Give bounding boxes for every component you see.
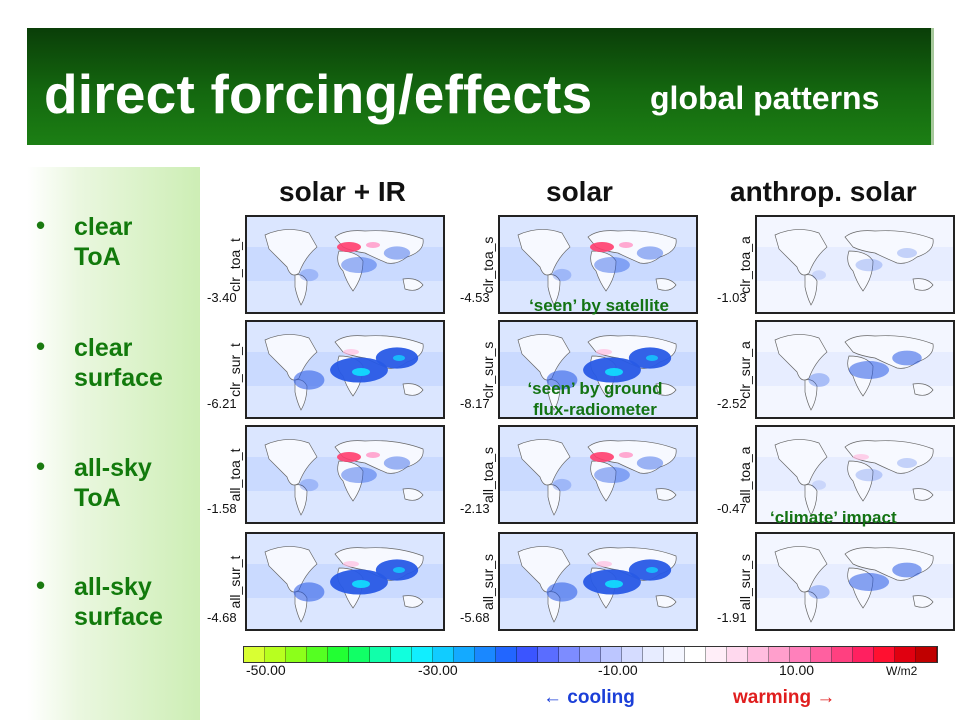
- colorbar-cell: [643, 647, 664, 662]
- slide-title: direct forcing/effects: [44, 63, 593, 125]
- column-header-solar: solar: [546, 176, 613, 207]
- column-header-solar-ir: solar + IR: [279, 176, 406, 207]
- colorbar: [243, 646, 938, 663]
- annotation-ground: ‘seen’ by ground: [527, 379, 663, 398]
- warming-label: warming →: [733, 687, 836, 708]
- column-header-anthrop-solar: anthrop. solar: [730, 176, 917, 207]
- bullet-label: all-sky surface: [74, 573, 163, 631]
- map-global-mean-value: -4.53: [460, 290, 490, 305]
- map-global-mean-value: -1.91: [717, 610, 747, 625]
- bullet-icon: •: [36, 331, 46, 361]
- map-global-mean-value: -1.58: [207, 501, 237, 516]
- bullet-icon: •: [36, 451, 46, 481]
- colorbar-cell: [769, 647, 790, 662]
- colorbar-cell: [916, 647, 937, 662]
- map-panel: [498, 320, 698, 419]
- colorbar-cell: [664, 647, 685, 662]
- map-global-mean-value: -6.21: [207, 396, 237, 411]
- colorbar-cell: [790, 647, 811, 662]
- colorbar-cell: [307, 647, 328, 662]
- colorbar-cell: [370, 647, 391, 662]
- colorbar-cell: [412, 647, 433, 662]
- map-panel: [498, 425, 698, 524]
- colorbar-cell: [601, 647, 622, 662]
- colorbar-cell: [580, 647, 601, 662]
- colorbar-unit: W/m2: [886, 664, 918, 678]
- map-panel: [245, 215, 445, 314]
- colorbar-cell: [853, 647, 874, 662]
- map-global-mean-value: -8.17: [460, 396, 490, 411]
- colorbar-tick-label: 10.00: [779, 662, 815, 678]
- bullet-panel: [27, 167, 200, 720]
- bullet-label: clear ToA: [74, 213, 133, 271]
- colorbar-cell: [328, 647, 349, 662]
- colorbar-tick-label: -50.00: [246, 662, 286, 678]
- bullet-label: all-sky ToA: [74, 454, 152, 512]
- colorbar-cell: [286, 647, 307, 662]
- bullet-icon: •: [36, 570, 46, 600]
- colorbar-cell: [622, 647, 643, 662]
- map-global-mean-value: -5.68: [460, 610, 490, 625]
- slide-subtitle: global patterns: [650, 80, 880, 116]
- colorbar-cell: [244, 647, 265, 662]
- colorbar-cell: [391, 647, 412, 662]
- colorbar-cell: [433, 647, 454, 662]
- annotation-satellite: ‘seen’ by satellite: [529, 296, 669, 315]
- map-panel: [245, 320, 445, 419]
- map-global-mean-value: -4.68: [207, 610, 237, 625]
- colorbar-cell: [475, 647, 496, 662]
- colorbar-cell: [559, 647, 580, 662]
- colorbar-tick-label: -30.00: [418, 662, 458, 678]
- map-panel: [755, 215, 955, 314]
- colorbar-cell: [349, 647, 370, 662]
- colorbar-cell: [265, 647, 286, 662]
- cooling-label: ← cooling: [543, 687, 635, 708]
- annotation-climate: ‘climate’ impact: [770, 508, 897, 527]
- map-global-mean-value: -1.03: [717, 290, 747, 305]
- colorbar-cell: [685, 647, 706, 662]
- bullet-label: clear surface: [74, 334, 163, 392]
- map-global-mean-value: -0.47: [717, 501, 747, 516]
- map-global-mean-value: -3.40: [207, 290, 237, 305]
- colorbar-cell: [454, 647, 475, 662]
- map-panel: [755, 320, 955, 419]
- bullet-icon: •: [36, 210, 46, 240]
- colorbar-cell: [706, 647, 727, 662]
- colorbar-cell: [895, 647, 916, 662]
- map-global-mean-value: -2.52: [717, 396, 747, 411]
- title-banner: [27, 28, 934, 145]
- colorbar-cell: [727, 647, 748, 662]
- colorbar-tick-label: -10.00: [598, 662, 638, 678]
- map-panel: [755, 425, 955, 524]
- colorbar-cell: [832, 647, 853, 662]
- colorbar-cell: [517, 647, 538, 662]
- map-panel: [755, 532, 955, 631]
- colorbar-cell: [874, 647, 895, 662]
- colorbar-cell: [748, 647, 769, 662]
- map-global-mean-value: -2.13: [460, 501, 490, 516]
- map-panel: [245, 425, 445, 524]
- annotation-radiometer: flux-radiometer: [533, 400, 657, 419]
- map-panel: [498, 215, 698, 314]
- colorbar-cell: [811, 647, 832, 662]
- map-panel: [245, 532, 445, 631]
- map-panel: [498, 532, 698, 631]
- colorbar-cell: [496, 647, 517, 662]
- colorbar-cell: [538, 647, 559, 662]
